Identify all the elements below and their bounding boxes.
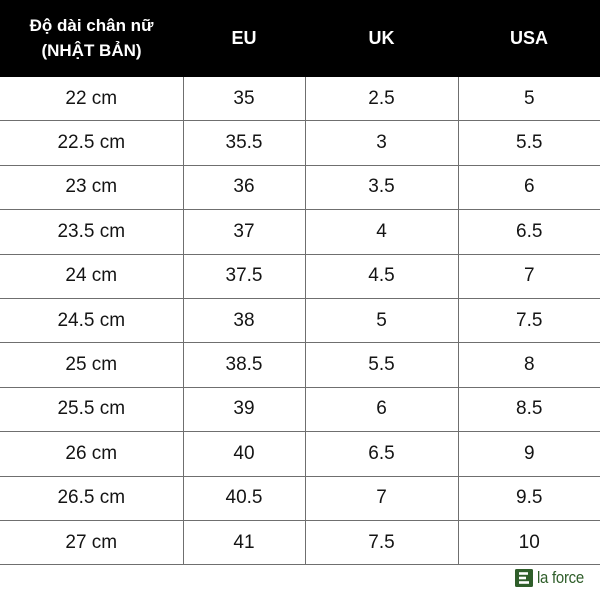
cell-eu-size: 38	[182, 297, 306, 344]
cell-eu-size: 35	[182, 77, 306, 122]
cell-jp-length: 25.5 cm	[0, 386, 184, 433]
table-row: 26.5 cm 40.5 7 9.5	[0, 475, 600, 521]
cell-eu-size: 41	[182, 519, 306, 566]
cell-uk-size: 6	[304, 386, 459, 433]
cell-jp-length: 23 cm	[0, 164, 184, 211]
cell-uk-size: 4	[304, 209, 459, 255]
table-row: 25 cm 38.5 5.5 8	[0, 342, 600, 388]
cell-eu-size: 37	[182, 209, 306, 255]
cell-usa-size: 5.5	[457, 120, 600, 166]
cell-uk-size: 5	[304, 297, 459, 344]
cell-usa-size: 6	[457, 164, 600, 211]
cell-uk-size: 3.5	[304, 164, 459, 211]
cell-uk-size: 2.5	[304, 77, 459, 122]
cell-usa-size: 8	[457, 342, 600, 388]
cell-eu-size: 35.5	[182, 120, 306, 166]
cell-jp-length: 22 cm	[0, 77, 184, 122]
header-jp-line2: (NHẬT BẢN)	[41, 40, 142, 60]
cell-eu-size: 39	[182, 386, 306, 433]
table-row: 24.5 cm 38 5 7.5	[0, 297, 600, 344]
cell-usa-size: 7	[457, 253, 600, 299]
header-uk: UK	[305, 0, 458, 77]
cell-jp-length: 22.5 cm	[0, 120, 184, 166]
table-row: 27 cm 41 7.5 10	[0, 519, 600, 566]
table-header-row: Độ dài chân nữ (NHẬT BẢN) EU UK USA	[0, 0, 600, 77]
cell-uk-size: 7.5	[304, 519, 459, 566]
table-row: 25.5 cm 39 6 8.5	[0, 386, 600, 433]
size-conversion-table: Độ dài chân nữ (NHẬT BẢN) EU UK USA 22 c…	[0, 0, 600, 566]
cell-usa-size: 10	[457, 519, 600, 566]
cell-eu-size: 36	[182, 164, 306, 211]
cell-eu-size: 40	[182, 431, 306, 477]
cell-usa-size: 9	[457, 431, 600, 477]
cell-eu-size: 40.5	[182, 475, 306, 521]
cell-usa-size: 9.5	[457, 475, 600, 521]
la-force-logo-icon	[514, 569, 533, 587]
brand-logo: la force	[514, 568, 590, 588]
cell-usa-size: 5	[457, 77, 600, 122]
header-eu: EU	[183, 0, 305, 77]
brand-name: la force	[536, 568, 584, 587]
table-row: 22.5 cm 35.5 3 5.5	[0, 120, 600, 166]
header-usa: USA	[458, 0, 600, 77]
cell-jp-length: 24.5 cm	[0, 297, 184, 344]
cell-eu-size: 38.5	[182, 342, 306, 388]
table-row: 23 cm 36 3.5 6	[0, 164, 600, 211]
cell-jp-length: 26.5 cm	[0, 475, 184, 521]
cell-usa-size: 8.5	[457, 386, 600, 433]
cell-jp-length: 23.5 cm	[0, 209, 184, 255]
cell-eu-size: 37.5	[182, 253, 306, 299]
cell-uk-size: 4.5	[304, 253, 459, 299]
cell-jp-length: 27 cm	[0, 519, 184, 566]
cell-usa-size: 7.5	[457, 297, 600, 344]
cell-jp-length: 24 cm	[0, 253, 184, 299]
cell-jp-length: 26 cm	[0, 431, 184, 477]
table-row: 24 cm 37.5 4.5 7	[0, 253, 600, 299]
cell-usa-size: 6.5	[457, 209, 600, 255]
table-body: 22 cm 35 2.5 5 22.5 cm 35.5 3 5.5 23 cm 36 3.5 6 23.…	[0, 77, 600, 566]
header-jp-length: Độ dài chân nữ (NHẬT BẢN)	[0, 0, 183, 77]
cell-uk-size: 5.5	[304, 342, 459, 388]
table-row: 22 cm 35 2.5 5	[0, 77, 600, 122]
cell-uk-size: 7	[304, 475, 459, 521]
cell-jp-length: 25 cm	[0, 342, 184, 388]
table-row: 23.5 cm 37 4 6.5	[0, 209, 600, 255]
cell-uk-size: 6.5	[304, 431, 459, 477]
header-jp-line1: Độ dài chân nữ	[29, 15, 154, 35]
table-row: 26 cm 40 6.5 9	[0, 431, 600, 477]
cell-uk-size: 3	[304, 120, 459, 166]
